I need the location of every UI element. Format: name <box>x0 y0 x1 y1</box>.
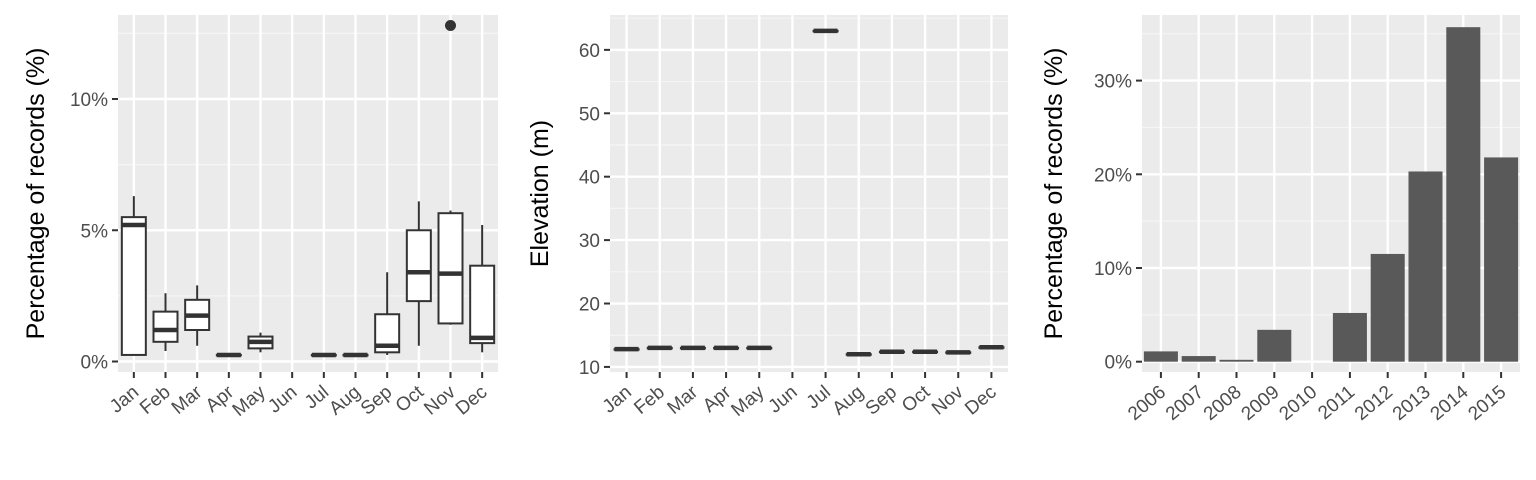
box-jan <box>120 196 147 356</box>
box-body <box>152 310 179 343</box>
box-aug <box>845 351 872 357</box>
x-tick-label: 2013 <box>1389 382 1435 425</box>
x-tick-label: Aug <box>325 382 364 420</box>
x-tick-label: Sep <box>357 382 396 420</box>
x-tick-label: Aug <box>829 382 868 420</box>
box-feb <box>646 345 673 351</box>
x-tick-label: 2012 <box>1351 382 1397 425</box>
panel-background <box>610 15 1008 372</box>
box-jul <box>812 28 839 34</box>
box-body <box>469 264 496 345</box>
box-nov <box>437 20 464 325</box>
bar-2014 <box>1446 27 1481 362</box>
x-tick-label: Dec <box>452 382 491 420</box>
x-tick-label: Oct <box>392 381 429 417</box>
bar-2007 <box>1181 356 1216 362</box>
bar-2009 <box>1257 329 1292 362</box>
yearly-records-barchart: 0%10%20%30%20062007200820092010201120122… <box>1040 15 1520 425</box>
y-tick-label: 20 <box>579 295 600 316</box>
y-tick-label: 20% <box>1094 165 1132 186</box>
box-sep <box>374 272 401 355</box>
bar-2012 <box>1370 253 1405 362</box>
x-tick-label: 2007 <box>1162 382 1208 425</box>
x-tick-label: Jan <box>106 382 143 418</box>
box-sep <box>878 349 905 354</box>
x-tick-label: Jun <box>765 382 802 418</box>
box-dec <box>978 345 1005 350</box>
y-tick-label: 0% <box>1105 353 1133 374</box>
box-oct <box>912 349 939 354</box>
box-apr <box>215 352 242 358</box>
x-tick-label: 2010 <box>1275 382 1321 425</box>
box-oct <box>405 201 432 346</box>
box-apr <box>713 345 740 351</box>
box-aug <box>342 352 369 358</box>
x-tick-label: Apr <box>699 381 736 417</box>
bar-2011 <box>1332 312 1367 362</box>
box-jul <box>310 352 337 358</box>
x-tick-label: Mar <box>664 381 703 419</box>
bar-2013 <box>1408 171 1443 362</box>
box-dec <box>469 225 496 353</box>
y-tick-label: 60 <box>579 41 600 62</box>
box-body <box>405 229 432 303</box>
x-tick-label: Dec <box>961 382 1000 420</box>
y-tick-label: 10 <box>579 358 600 379</box>
y-tick-label: 30% <box>1094 72 1132 93</box>
x-tick-label: 2009 <box>1238 382 1284 425</box>
y-tick-label: 30 <box>579 231 600 252</box>
y-tick-label: 50 <box>579 104 600 125</box>
x-tick-label: Mar <box>168 381 207 419</box>
box-mar <box>679 345 706 351</box>
box-nov <box>945 350 972 355</box>
y-tick-label: 10% <box>70 90 108 111</box>
bar-2008 <box>1219 359 1254 362</box>
box-body <box>120 216 147 356</box>
y-axis-title: Elevation (m) <box>526 120 554 267</box>
y-tick-label: 40 <box>579 168 600 189</box>
y-tick-label: 5% <box>81 221 109 242</box>
bar-2015 <box>1484 157 1519 362</box>
x-tick-label: Feb <box>136 382 175 419</box>
bar-2006 <box>1143 351 1178 362</box>
x-tick-label: Sep <box>862 382 901 420</box>
x-tick-label: Jan <box>599 382 636 418</box>
x-tick-label: 2011 <box>1314 382 1359 424</box>
x-tick-label: 2014 <box>1427 381 1473 425</box>
x-tick-label: 2015 <box>1464 382 1510 425</box>
box-may <box>746 345 773 351</box>
y-axis-title: Percentage of records (%) <box>22 48 50 340</box>
x-tick-label: Oct <box>898 381 935 417</box>
x-tick-label: Jul <box>803 382 835 414</box>
box-mar <box>184 285 211 346</box>
box-may <box>247 332 274 353</box>
box-feb <box>152 293 179 351</box>
panel-background <box>118 15 498 372</box>
box-body <box>437 212 464 325</box>
x-tick-label: May <box>727 381 768 420</box>
y-tick-label: 10% <box>1094 259 1132 280</box>
x-tick-label: Jul <box>301 382 333 414</box>
x-tick-label: 2008 <box>1200 382 1246 425</box>
y-axis-title: Percentage of records (%) <box>1040 48 1068 340</box>
x-tick-label: Nov <box>928 381 968 419</box>
outlier-point <box>445 20 456 31</box>
y-tick-label: 0% <box>81 353 109 374</box>
box-jan <box>613 346 640 352</box>
x-tick-label: Feb <box>630 382 669 419</box>
x-tick-label: 2006 <box>1124 382 1170 425</box>
x-tick-label: Jun <box>264 382 301 418</box>
